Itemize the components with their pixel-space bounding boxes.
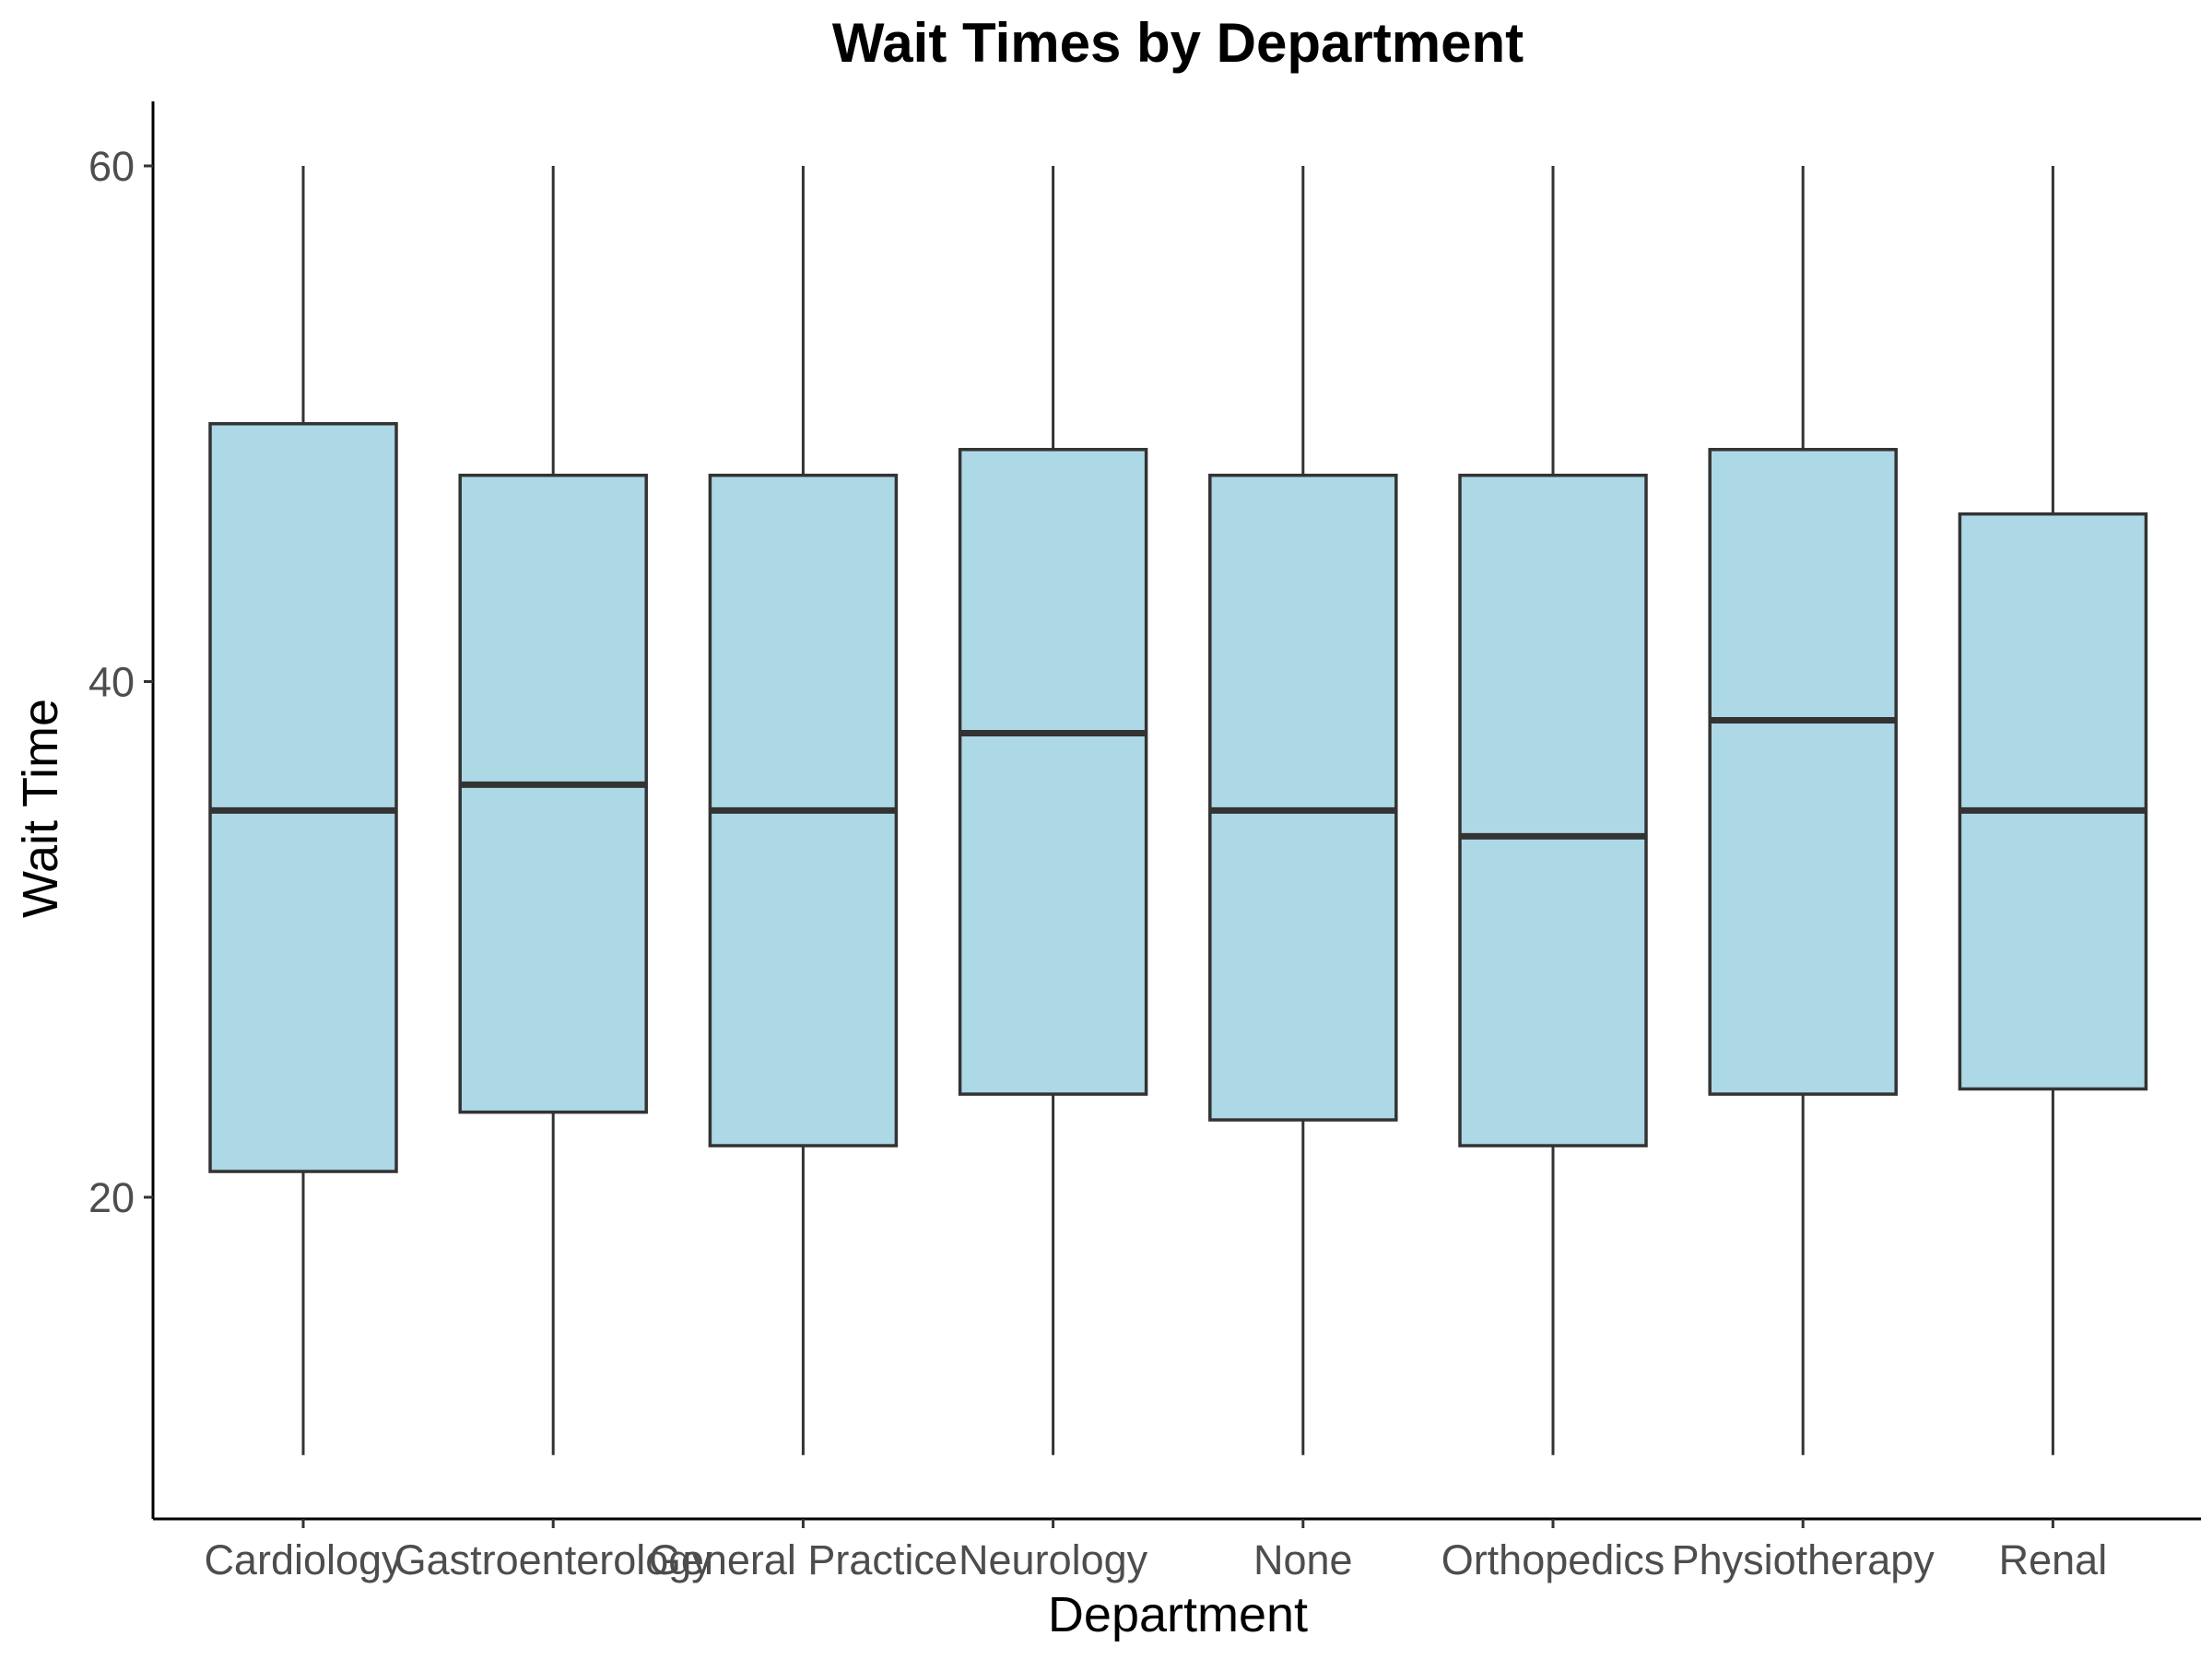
box-7 — [1958, 166, 2148, 1455]
x-tick-label: Orthopedics — [1441, 1536, 1665, 1583]
x-tick-label: Physiotherapy — [1672, 1536, 1936, 1583]
box-body — [1208, 473, 1398, 1122]
y-tick-label: 40 — [88, 659, 135, 706]
box-body — [1708, 447, 1898, 1096]
x-tick-label: None — [1253, 1536, 1353, 1583]
x-axis-title: Department — [1048, 1587, 1308, 1642]
box-0 — [208, 166, 398, 1455]
box-3 — [958, 166, 1148, 1455]
box-5 — [1458, 166, 1648, 1455]
box-body — [958, 447, 1148, 1096]
box-4 — [1208, 166, 1398, 1455]
x-tick-label: Renal — [1999, 1536, 2108, 1583]
box-2 — [708, 166, 899, 1455]
chart-title: Wait Times by Department — [832, 12, 1524, 74]
y-tick-label: 60 — [88, 143, 135, 190]
y-axis-ticks: 20 40 60 — [88, 143, 153, 1221]
y-axis-title: Wait Time — [13, 699, 68, 918]
y-tick-label: 20 — [88, 1174, 135, 1221]
x-tick-label: Cardiology — [204, 1536, 403, 1583]
x-tick-label: General Practice — [649, 1536, 958, 1583]
plot-area — [208, 166, 2148, 1455]
box-body — [208, 422, 398, 1173]
box-6 — [1708, 166, 1898, 1455]
x-tick-label: Gastroenterology — [394, 1536, 713, 1583]
box-body — [1958, 512, 2148, 1091]
box-1 — [458, 166, 648, 1455]
x-tick-label: Neurology — [959, 1536, 1148, 1583]
box-body — [1458, 473, 1648, 1147]
box-body — [458, 473, 648, 1114]
